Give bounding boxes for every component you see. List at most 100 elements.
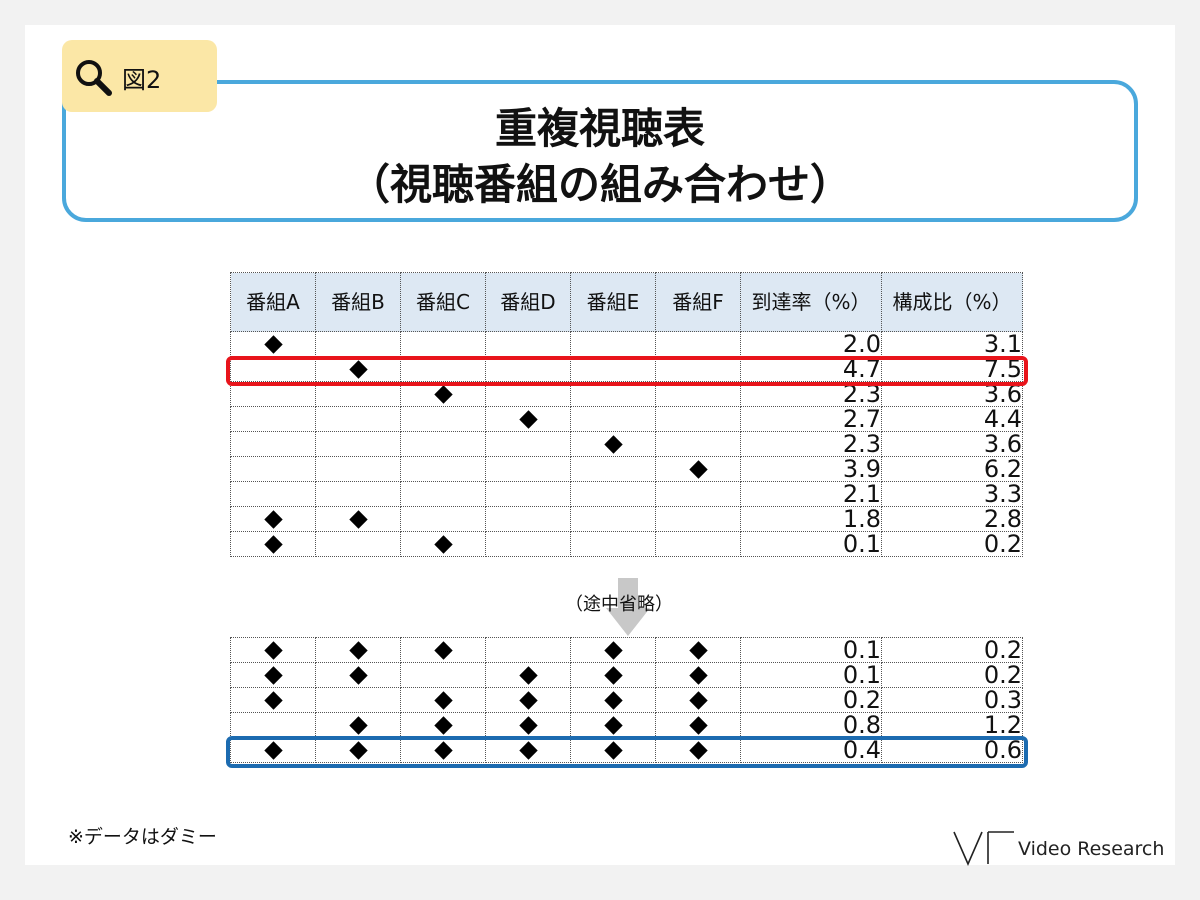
program-cell bbox=[655, 331, 741, 357]
program-cell bbox=[570, 331, 656, 357]
program-cell bbox=[230, 406, 316, 432]
program-cell bbox=[400, 737, 486, 763]
program-cell bbox=[655, 406, 741, 432]
table-header-row: 番組A 番組B 番組C 番組D 番組E 番組F 到達率（%） 構成比（%） bbox=[230, 272, 1023, 332]
share-cell: 6.2 bbox=[881, 456, 1023, 482]
header-share: 構成比（%） bbox=[881, 272, 1023, 332]
program-cell bbox=[315, 481, 401, 507]
diamond-mark-icon bbox=[263, 640, 283, 660]
share-cell: 3.1 bbox=[881, 331, 1023, 357]
program-cell bbox=[315, 406, 401, 432]
table-row: 0.1 0.2 bbox=[230, 637, 1023, 663]
overlap-table-bottom: 0.1 0.2 0.1 0.2 0.2 0.3 0.8 1.2 0.4 0.6 bbox=[230, 637, 1023, 763]
program-cell bbox=[400, 712, 486, 738]
page-title: 重複視聴表 bbox=[494, 104, 705, 153]
share-cell: 3.3 bbox=[881, 481, 1023, 507]
table-row: 0.2 0.3 bbox=[230, 687, 1023, 713]
program-cell bbox=[655, 637, 741, 663]
table-row: 3.9 6.2 bbox=[230, 456, 1023, 482]
reach-cell: 2.7 bbox=[740, 406, 882, 432]
program-cell bbox=[230, 506, 316, 532]
program-cell bbox=[315, 506, 401, 532]
reach-cell: 1.8 bbox=[740, 506, 882, 532]
program-cell bbox=[570, 456, 656, 482]
program-cell bbox=[315, 531, 401, 557]
video-research-logo bbox=[953, 831, 1014, 866]
program-cell bbox=[400, 531, 486, 557]
program-cell bbox=[485, 481, 571, 507]
program-cell bbox=[655, 481, 741, 507]
diamond-mark-icon bbox=[433, 534, 453, 554]
header-program-a: 番組A bbox=[230, 272, 316, 332]
program-cell bbox=[655, 662, 741, 688]
table-row: 2.0 3.1 bbox=[230, 331, 1023, 357]
share-cell: 0.2 bbox=[881, 531, 1023, 557]
program-cell bbox=[315, 662, 401, 688]
table-row: 2.7 4.4 bbox=[230, 406, 1023, 432]
reach-cell: 2.0 bbox=[740, 331, 882, 357]
program-cell bbox=[400, 637, 486, 663]
reach-cell: 0.2 bbox=[740, 687, 882, 713]
program-cell bbox=[485, 662, 571, 688]
program-cell bbox=[485, 531, 571, 557]
program-cell bbox=[230, 737, 316, 763]
diamond-mark-icon bbox=[433, 384, 453, 404]
highlight-row-all-programs bbox=[226, 736, 1028, 768]
reach-cell: 0.1 bbox=[740, 662, 882, 688]
overlap-table-top: 番組A 番組B 番組C 番組D 番組E 番組F 到達率（%） 構成比（%） 2.… bbox=[230, 272, 1023, 557]
diamond-mark-icon bbox=[688, 640, 708, 660]
program-cell bbox=[655, 712, 741, 738]
header-program-c: 番組C bbox=[400, 272, 486, 332]
share-cell: 3.6 bbox=[881, 431, 1023, 457]
table-row: 2.3 3.6 bbox=[230, 431, 1023, 457]
share-cell: 4.4 bbox=[881, 406, 1023, 432]
program-cell bbox=[230, 481, 316, 507]
program-cell bbox=[485, 456, 571, 482]
program-cell bbox=[315, 431, 401, 457]
header-reach: 到達率（%） bbox=[740, 272, 882, 332]
program-cell bbox=[315, 456, 401, 482]
diamond-mark-icon bbox=[348, 665, 368, 685]
diamond-mark-icon bbox=[348, 715, 368, 735]
program-cell bbox=[400, 431, 486, 457]
diamond-mark-icon bbox=[348, 640, 368, 660]
program-cell bbox=[485, 406, 571, 432]
brand: Video Research bbox=[952, 828, 1164, 868]
page-subtitle: （視聴番組の組み合わせ） bbox=[347, 160, 852, 209]
program-cell bbox=[230, 662, 316, 688]
program-cell bbox=[400, 506, 486, 532]
diamond-mark-icon bbox=[603, 690, 623, 710]
program-cell bbox=[400, 687, 486, 713]
figure-tag: 図2 bbox=[62, 40, 217, 112]
share-cell: 0.3 bbox=[881, 687, 1023, 713]
magnifier-icon bbox=[76, 60, 112, 96]
program-cell bbox=[570, 687, 656, 713]
diamond-mark-icon bbox=[518, 665, 538, 685]
header-program-d: 番組D bbox=[485, 272, 571, 332]
share-cell: 0.2 bbox=[881, 637, 1023, 663]
diamond-mark-icon bbox=[688, 715, 708, 735]
table-row: 4.7 7.5 bbox=[230, 356, 1023, 382]
reach-cell: 2.1 bbox=[740, 481, 882, 507]
program-cell bbox=[485, 712, 571, 738]
reach-cell: 0.1 bbox=[740, 531, 882, 557]
program-cell bbox=[570, 662, 656, 688]
header-program-f: 番組F bbox=[655, 272, 741, 332]
share-cell: 2.8 bbox=[881, 506, 1023, 532]
program-cell bbox=[655, 506, 741, 532]
program-cell bbox=[570, 712, 656, 738]
diamond-mark-icon bbox=[518, 409, 538, 429]
program-cell bbox=[400, 331, 486, 357]
diamond-mark-icon bbox=[433, 715, 453, 735]
program-cell bbox=[230, 431, 316, 457]
program-cell bbox=[315, 687, 401, 713]
program-cell bbox=[400, 481, 486, 507]
program-cell bbox=[400, 406, 486, 432]
program-cell bbox=[230, 531, 316, 557]
share-cell: 1.2 bbox=[881, 712, 1023, 738]
omission-label: （途中省略） bbox=[565, 594, 673, 615]
diamond-mark-icon bbox=[603, 715, 623, 735]
diamond-mark-icon bbox=[603, 665, 623, 685]
table-row: 1.8 2.8 bbox=[230, 506, 1023, 532]
program-cell bbox=[400, 662, 486, 688]
